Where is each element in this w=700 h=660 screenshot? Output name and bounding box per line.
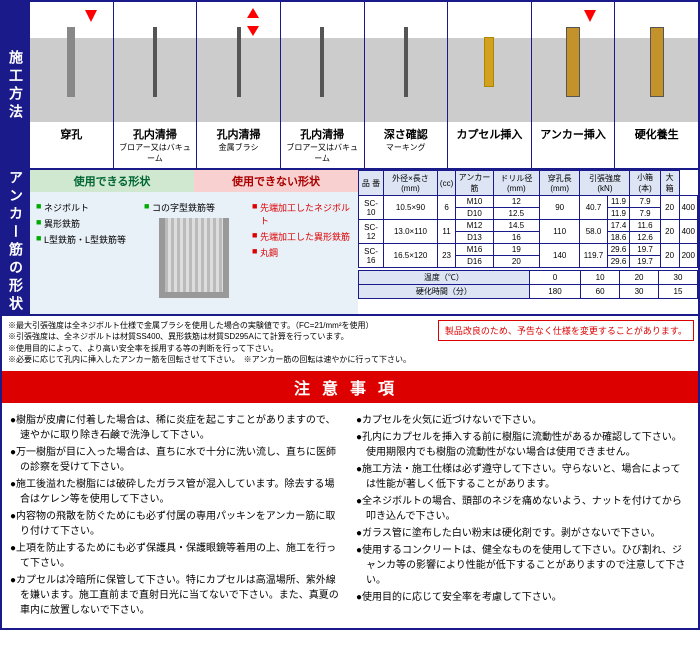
shapes-ok-list: ネジボルト 異形鉄筋 L型鉄筋・L型鉄筋等 xyxy=(36,198,136,308)
step-7: アンカー挿入 xyxy=(532,2,616,170)
step-6: カプセル挿入 xyxy=(448,2,532,170)
step-label: 穿孔 xyxy=(60,129,82,141)
steps-container: 穿孔 孔内清掃ブロアー又はバキューム 孔内清掃金属ブラシ 孔内清掃ブロアー又はバ… xyxy=(30,2,698,170)
document: 施工方法 穿孔 孔内清掃ブロアー又はバキューム 孔内清掃金属ブラシ 孔内清掃ブロ… xyxy=(0,0,700,630)
shape-diagram xyxy=(159,218,229,298)
shapes-ng-list: 先端加工したネジボルト 先端加工した異形鉄筋 丸鋼 xyxy=(252,198,352,308)
method-row: 施工方法 穿孔 孔内清掃ブロアー又はバキューム 孔内清掃金属ブラシ 孔内清掃ブロ… xyxy=(2,2,698,170)
table-row: SC-1010.5×906M10129040.711.97.920400 xyxy=(359,196,698,208)
step-5: 深さ確認マーキング xyxy=(365,2,449,170)
step-label: 孔内清掃 xyxy=(133,129,177,141)
shapes-panel: 使用できる形状 使用できない形状 ネジボルト 異形鉄筋 L型鉄筋・L型鉄筋等 コ… xyxy=(30,170,358,314)
step-8: 硬化養生 xyxy=(615,2,698,170)
table-row: SC-1616.5×12023M1619140119.729.619.72020… xyxy=(359,244,698,256)
table-row: SC-1213.0×11011M1214.511058.017.411.6204… xyxy=(359,220,698,232)
step-label: カプセル挿入 xyxy=(456,129,522,141)
step-label: 孔内清掃 xyxy=(217,129,261,141)
caution-body: ●樹脂が皮膚に付着した場合は、稀に炎症を起こすことがありますので、速やかに取り除… xyxy=(2,403,698,628)
shape-tab: アンカー筋の形状 xyxy=(2,170,30,314)
spec-table: 品 番外径×長さ(mm)(cc)アンカー筋ドリル径(mm)穿孔長(mm)引張強度… xyxy=(358,170,698,268)
notes-section: 製品改良のため、予告なく仕様を変更することがあります。 ※最大引張強度は全ネジボ… xyxy=(2,316,698,371)
spec-table-panel: 品 番外径×長さ(mm)(cc)アンカー筋ドリル径(mm)穿孔長(mm)引張強度… xyxy=(358,170,698,314)
shape-spec-row: アンカー筋の形状 使用できる形状 使用できない形状 ネジボルト 異形鉄筋 L型鉄… xyxy=(2,170,698,316)
step-3: 孔内清掃金属ブラシ xyxy=(197,2,281,170)
method-tab: 施工方法 xyxy=(2,2,30,170)
step-label: 孔内清掃 xyxy=(300,129,344,141)
step-label: 硬化養生 xyxy=(635,129,679,141)
step-1: 穿孔 xyxy=(30,2,114,170)
shapes-ng-hdr: 使用できない形状 xyxy=(194,170,358,192)
caution-right: ●カプセルを火気に近づけないで下さい。 ●孔内にカプセルを挿入する前に樹脂に流動… xyxy=(356,411,690,620)
step-2: 孔内清掃ブロアー又はバキューム xyxy=(114,2,198,170)
cure-table: 温度（℃）0102030 硬化時間（分）180603015 xyxy=(358,270,698,299)
notice-box: 製品改良のため、予告なく仕様を変更することがあります。 xyxy=(438,320,694,341)
step-4: 孔内清掃ブロアー又はバキューム xyxy=(281,2,365,170)
step-label: 深さ確認 xyxy=(384,129,428,141)
shapes-ok-hdr: 使用できる形状 xyxy=(30,170,194,192)
caution-left: ●樹脂が皮膚に付着した場合は、稀に炎症を起こすことがありますので、速やかに取り除… xyxy=(10,411,344,620)
caution-header: 注意事項 xyxy=(2,371,698,403)
step-label: アンカー挿入 xyxy=(540,129,606,141)
